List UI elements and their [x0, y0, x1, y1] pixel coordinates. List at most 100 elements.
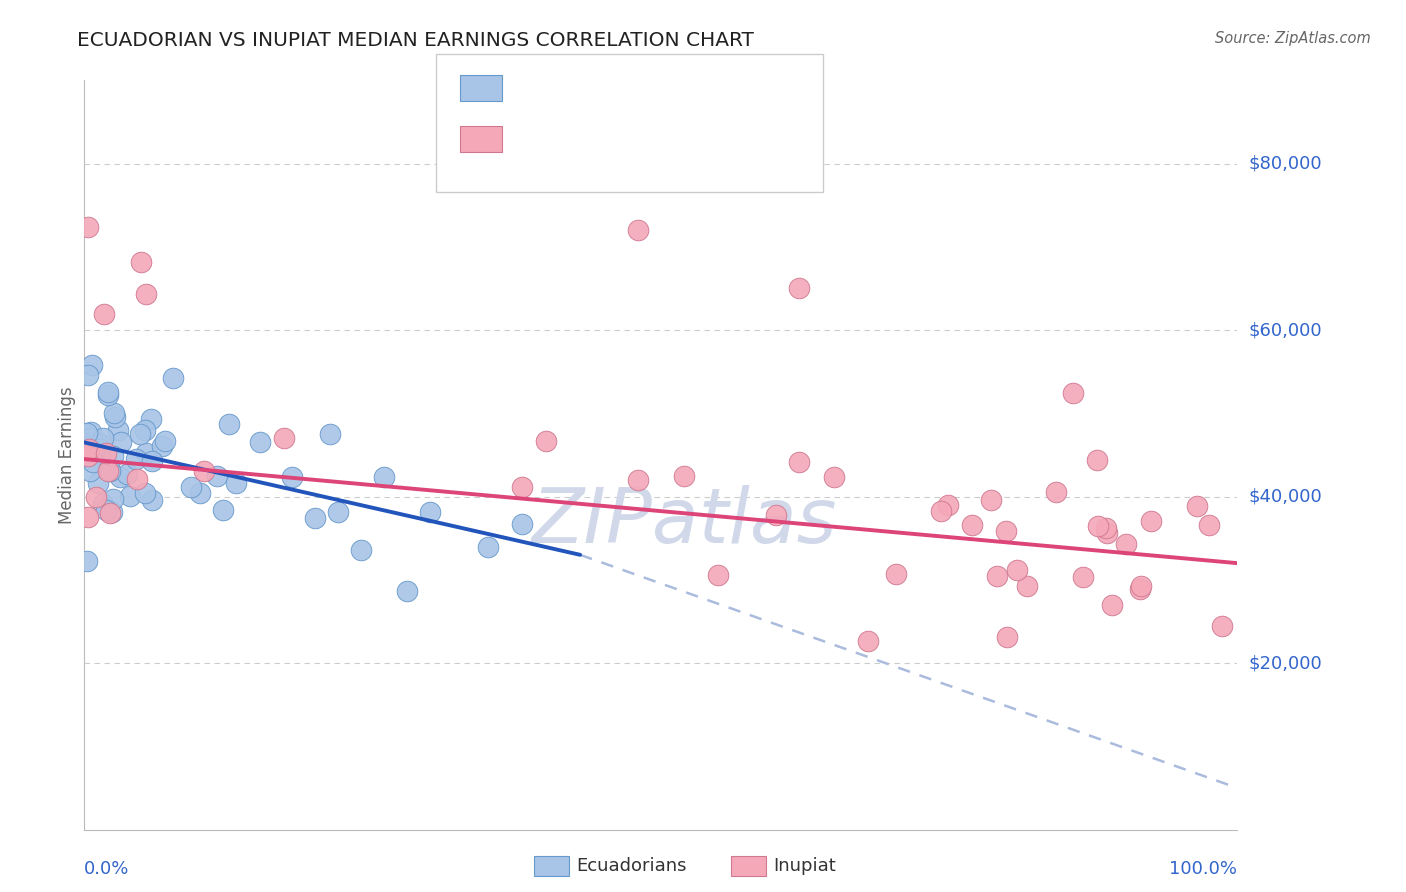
- Point: [98, 464, 121, 478]
- Point: [80, 431, 103, 445]
- Point: [87, 475, 110, 490]
- Point: [129, 426, 152, 441]
- Point: [1085, 452, 1108, 467]
- Point: [211, 503, 233, 517]
- Point: [995, 631, 1018, 645]
- Point: [1015, 579, 1038, 593]
- Point: [225, 475, 247, 490]
- Point: [396, 583, 419, 598]
- Point: [76, 440, 98, 454]
- Text: -0.456: -0.456: [548, 75, 606, 93]
- Text: R =: R =: [513, 75, 553, 93]
- Point: [97, 388, 120, 402]
- Point: [139, 412, 162, 426]
- Point: [129, 254, 152, 268]
- Point: [104, 409, 127, 424]
- Point: [118, 489, 141, 503]
- Point: [929, 504, 952, 518]
- Y-axis label: Median Earnings: Median Earnings: [58, 386, 76, 524]
- Text: Source: ZipAtlas.com: Source: ZipAtlas.com: [1215, 31, 1371, 46]
- Point: [98, 462, 121, 476]
- Point: [97, 464, 120, 478]
- Point: [193, 464, 215, 478]
- Point: [96, 445, 118, 459]
- Point: [249, 435, 271, 450]
- Point: [218, 417, 240, 431]
- Point: [162, 370, 184, 384]
- Point: [79, 463, 101, 477]
- Point: [135, 446, 157, 460]
- Point: [141, 493, 163, 508]
- Point: [80, 447, 103, 461]
- Point: [90, 437, 112, 451]
- Point: [627, 473, 650, 487]
- Point: [97, 385, 120, 400]
- Point: [373, 470, 395, 484]
- Point: [84, 490, 107, 504]
- Point: [89, 442, 111, 456]
- Point: [98, 506, 121, 520]
- Point: [110, 434, 132, 449]
- Point: [787, 281, 810, 295]
- Text: R =: R =: [513, 126, 553, 144]
- Point: [986, 568, 1008, 582]
- Point: [107, 423, 129, 437]
- Point: [765, 508, 787, 523]
- Point: [1095, 525, 1118, 540]
- Point: [101, 505, 124, 519]
- Point: [134, 423, 156, 437]
- Point: [319, 427, 342, 442]
- Point: [1095, 521, 1118, 535]
- Text: 52: 52: [658, 126, 681, 144]
- Point: [103, 449, 125, 463]
- Text: $80,000: $80,000: [1249, 154, 1322, 172]
- Point: [1140, 515, 1163, 529]
- Point: [823, 470, 845, 484]
- Point: [1045, 484, 1067, 499]
- Point: [79, 442, 101, 456]
- Point: [76, 426, 98, 441]
- Point: [1062, 385, 1084, 400]
- Text: ZIPatlas: ZIPatlas: [531, 484, 837, 558]
- Text: ECUADORIAN VS INUPIAT MEDIAN EARNINGS CORRELATION CHART: ECUADORIAN VS INUPIAT MEDIAN EARNINGS CO…: [77, 31, 754, 50]
- Point: [1185, 499, 1208, 513]
- Point: [82, 358, 104, 372]
- Text: Inupiat: Inupiat: [773, 857, 837, 875]
- Point: [91, 431, 114, 445]
- Point: [180, 480, 202, 494]
- Point: [273, 431, 295, 445]
- Point: [980, 493, 1002, 508]
- Point: [141, 454, 163, 468]
- Point: [76, 554, 98, 568]
- Point: [101, 491, 124, 506]
- Point: [135, 286, 157, 301]
- Point: [125, 472, 148, 486]
- Point: [477, 541, 499, 555]
- Point: [936, 498, 959, 512]
- Point: [1115, 537, 1137, 551]
- Point: [1198, 518, 1220, 533]
- Text: Ecuadorians: Ecuadorians: [576, 857, 688, 875]
- Point: [152, 439, 174, 453]
- Point: [304, 511, 326, 525]
- Point: [103, 407, 125, 421]
- Point: [707, 567, 730, 582]
- Point: [1087, 518, 1109, 533]
- Point: [77, 368, 100, 382]
- Point: [1005, 563, 1028, 577]
- Point: [512, 516, 534, 531]
- Text: 61: 61: [658, 75, 681, 93]
- Point: [125, 451, 148, 466]
- Point: [1211, 619, 1233, 633]
- Point: [108, 470, 131, 484]
- Point: [534, 434, 557, 448]
- Text: N =: N =: [623, 75, 662, 93]
- Point: [77, 219, 100, 234]
- Point: [82, 455, 104, 469]
- Point: [117, 467, 139, 481]
- Point: [672, 468, 695, 483]
- Point: [93, 307, 115, 321]
- Point: [350, 542, 373, 557]
- Point: [281, 470, 304, 484]
- Point: [94, 503, 117, 517]
